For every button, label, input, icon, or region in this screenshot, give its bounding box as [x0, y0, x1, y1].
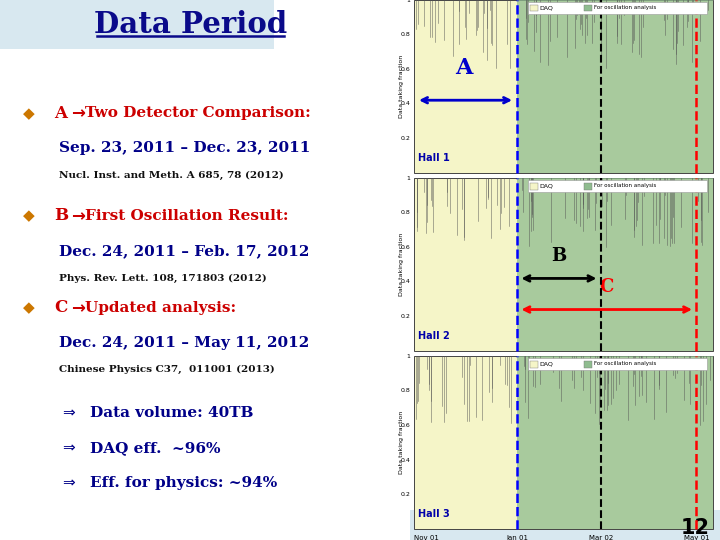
- FancyBboxPatch shape: [410, 510, 720, 540]
- Text: Sep. 23, 2011 – Dec. 23, 2011: Sep. 23, 2011 – Dec. 23, 2011: [59, 141, 310, 156]
- Text: For oscillation analysis: For oscillation analysis: [594, 5, 656, 10]
- Text: 1: 1: [407, 354, 410, 359]
- Text: DAQ: DAQ: [540, 5, 554, 10]
- Text: May 01
2012: May 01 2012: [683, 535, 709, 540]
- Text: Updated analysis:: Updated analysis:: [85, 301, 236, 315]
- FancyBboxPatch shape: [530, 5, 539, 11]
- FancyBboxPatch shape: [530, 361, 539, 368]
- Text: B: B: [54, 207, 68, 225]
- FancyBboxPatch shape: [517, 0, 713, 173]
- FancyBboxPatch shape: [528, 2, 707, 14]
- Text: ◆: ◆: [23, 300, 35, 315]
- Text: →: →: [71, 299, 84, 317]
- FancyBboxPatch shape: [517, 356, 713, 529]
- FancyBboxPatch shape: [530, 183, 539, 190]
- Text: 1: 1: [407, 176, 410, 181]
- Text: ⇒: ⇒: [62, 476, 75, 491]
- Text: For oscillation analysis: For oscillation analysis: [594, 183, 656, 188]
- Text: 0.4: 0.4: [400, 279, 410, 285]
- Text: Two Detector Comparison:: Two Detector Comparison:: [85, 106, 311, 120]
- Text: →: →: [71, 207, 84, 225]
- FancyBboxPatch shape: [414, 0, 713, 173]
- Text: First Oscillation Result:: First Oscillation Result:: [85, 209, 289, 223]
- Text: Data taking fraction: Data taking fraction: [399, 411, 403, 475]
- FancyBboxPatch shape: [584, 361, 593, 368]
- FancyBboxPatch shape: [414, 356, 713, 529]
- Text: Chinese Physics C37,  011001 (2013): Chinese Physics C37, 011001 (2013): [59, 366, 275, 374]
- Text: C: C: [54, 299, 67, 316]
- FancyBboxPatch shape: [517, 178, 713, 351]
- Text: 1: 1: [407, 0, 410, 3]
- Text: ⇒: ⇒: [62, 441, 75, 456]
- Text: DAQ: DAQ: [540, 183, 554, 188]
- Text: 0.6: 0.6: [400, 245, 410, 250]
- Text: 0.8: 0.8: [400, 388, 410, 394]
- FancyBboxPatch shape: [584, 5, 593, 11]
- Text: Jan 01
2012: Jan 01 2012: [506, 535, 528, 540]
- Text: 0.4: 0.4: [400, 457, 410, 463]
- Text: ◆: ◆: [23, 208, 35, 224]
- Text: Nov 01
2011: Nov 01 2011: [413, 535, 438, 540]
- Text: DAQ: DAQ: [540, 361, 554, 367]
- Text: Hall 3: Hall 3: [418, 509, 449, 519]
- Text: Data taking fraction: Data taking fraction: [399, 55, 403, 118]
- Text: →: →: [71, 104, 84, 123]
- FancyBboxPatch shape: [0, 0, 274, 49]
- FancyBboxPatch shape: [584, 183, 593, 190]
- Text: 0.2: 0.2: [400, 136, 410, 141]
- Text: Dec. 24, 2011 – Feb. 17, 2012: Dec. 24, 2011 – Feb. 17, 2012: [59, 244, 310, 258]
- Text: 0.6: 0.6: [400, 423, 410, 428]
- FancyBboxPatch shape: [414, 178, 713, 351]
- Text: 0.4: 0.4: [400, 101, 410, 106]
- Text: Mar 02
2012: Mar 02 2012: [589, 535, 613, 540]
- Text: Data taking fraction: Data taking fraction: [399, 233, 403, 296]
- Text: 0.8: 0.8: [400, 32, 410, 37]
- FancyBboxPatch shape: [528, 180, 707, 192]
- Text: Data Period: Data Period: [94, 10, 287, 39]
- Text: Phys. Rev. Lett. 108, 171803 (2012): Phys. Rev. Lett. 108, 171803 (2012): [59, 274, 267, 282]
- FancyBboxPatch shape: [528, 358, 707, 370]
- Text: 0.6: 0.6: [400, 66, 410, 72]
- Text: A: A: [54, 105, 67, 122]
- Text: 0.2: 0.2: [400, 492, 410, 497]
- Text: ⇒: ⇒: [62, 406, 75, 421]
- Text: ◆: ◆: [23, 106, 35, 121]
- Text: A: A: [455, 57, 472, 79]
- Text: Eff. for physics: ~94%: Eff. for physics: ~94%: [90, 476, 277, 490]
- Text: B: B: [552, 247, 567, 265]
- Text: Hall 1: Hall 1: [418, 153, 449, 163]
- Text: C: C: [600, 278, 614, 296]
- Text: 0.8: 0.8: [400, 210, 410, 215]
- Text: Dec. 24, 2011 – May 11, 2012: Dec. 24, 2011 – May 11, 2012: [59, 336, 310, 350]
- Text: Nucl. Inst. and Meth. A 685, 78 (2012): Nucl. Inst. and Meth. A 685, 78 (2012): [59, 171, 284, 180]
- Text: DAQ eff.  ~96%: DAQ eff. ~96%: [90, 441, 220, 455]
- Text: Data volume: 40TB: Data volume: 40TB: [90, 406, 253, 420]
- Text: For oscillation analysis: For oscillation analysis: [594, 361, 656, 367]
- Text: 0.2: 0.2: [400, 314, 410, 319]
- Text: 12: 12: [680, 518, 709, 538]
- Text: Hall 2: Hall 2: [418, 331, 449, 341]
